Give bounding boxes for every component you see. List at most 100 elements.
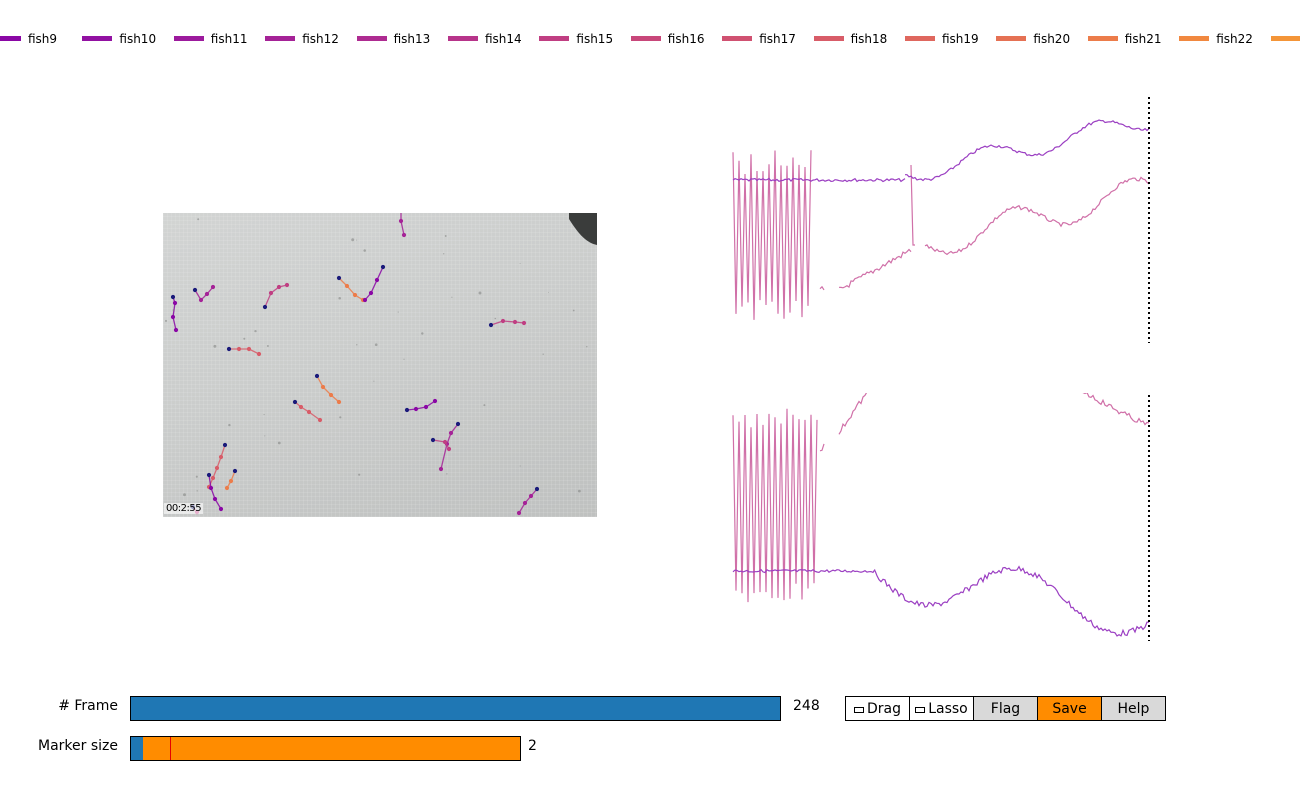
lasso-checkbox-icon[interactable] xyxy=(915,706,926,713)
fish-track xyxy=(292,399,323,423)
legend-label: fish17 xyxy=(759,32,796,46)
marker-size-slider-value: 2 xyxy=(528,738,537,754)
legend-label: fish16 xyxy=(667,32,705,46)
frame-timestamp: 00:2:55 xyxy=(164,503,204,514)
debris-speck xyxy=(444,235,447,237)
legend-swatch xyxy=(1270,36,1300,41)
debris-speck xyxy=(483,404,486,407)
fish-track xyxy=(314,373,342,405)
legend-label: fish20 xyxy=(1033,32,1071,46)
legend-swatch xyxy=(539,36,570,41)
legend-label: fish13 xyxy=(393,32,431,46)
fish-track xyxy=(206,472,224,512)
toolbar: Drag Lasso Flag Save Help xyxy=(845,696,1166,721)
debris-speck xyxy=(266,345,269,347)
debris-speck xyxy=(586,346,588,348)
fish-track xyxy=(438,421,461,472)
debris-speck xyxy=(356,344,358,346)
legend-swatch xyxy=(905,36,935,41)
debris-speck xyxy=(421,332,424,335)
debris-speck xyxy=(446,473,448,475)
legend-swatch xyxy=(996,36,1027,41)
video-frame-view[interactable]: 00:2:55 xyxy=(163,213,597,517)
legend-label: fish11 xyxy=(210,32,248,46)
debris-speck xyxy=(196,490,198,492)
debris-speck xyxy=(494,317,497,320)
legend-swatch xyxy=(448,36,478,41)
debris-speck xyxy=(578,489,581,493)
debris-speck xyxy=(519,263,521,265)
series-a-line xyxy=(874,565,1150,637)
help-button[interactable]: Help xyxy=(1101,696,1166,721)
debris-speck xyxy=(183,493,186,497)
marker-size-slider-fill xyxy=(131,737,143,760)
save-button[interactable]: Save xyxy=(1037,696,1102,721)
fish-track xyxy=(170,294,179,333)
legend-label: fish9 xyxy=(28,32,58,46)
legend-swatch xyxy=(265,36,296,41)
debris-speck xyxy=(363,249,366,252)
debris-speck xyxy=(358,473,361,476)
legend-swatch xyxy=(356,36,387,41)
legend-swatch xyxy=(82,36,113,41)
frame-slider[interactable] xyxy=(130,696,781,721)
lasso-toggle-label: Lasso xyxy=(928,700,968,717)
debris-speck xyxy=(351,238,355,242)
fish-track xyxy=(404,398,438,413)
debris-speck xyxy=(254,329,257,333)
fish-track xyxy=(224,468,238,491)
drag-toggle[interactable]: Drag xyxy=(845,696,910,721)
legend-label: fish12 xyxy=(302,32,339,46)
legend-swatch xyxy=(722,36,753,41)
series-b-line xyxy=(910,164,915,246)
debris-speck xyxy=(519,465,521,467)
trajectory-plot-x[interactable] xyxy=(725,95,1165,345)
debris-speck xyxy=(339,416,342,419)
series-b-line xyxy=(838,248,912,289)
frame-corner-artifact xyxy=(569,213,597,245)
debris-speck xyxy=(397,311,399,313)
debris-speck xyxy=(263,414,265,416)
lasso-toggle[interactable]: Lasso xyxy=(909,696,974,721)
legend: fish9 fish10 fish11 fish12 fish13 fish14 fish1… xyxy=(0,28,1300,52)
fish-track xyxy=(226,346,262,357)
debris-speck xyxy=(572,309,575,312)
frame-slider-value: 248 xyxy=(793,698,820,714)
debris-speck xyxy=(403,358,405,360)
legend-label: fish14 xyxy=(485,32,522,46)
debris-speck xyxy=(264,435,266,437)
debris-speck xyxy=(373,380,375,382)
marker-size-slider-label: Marker size xyxy=(38,738,118,754)
legend-label: fish10 xyxy=(119,32,157,46)
marker-size-slider[interactable] xyxy=(130,736,521,761)
debris-speck xyxy=(443,253,445,255)
fish-track xyxy=(362,264,386,303)
debris-speck xyxy=(547,291,549,293)
series-b-line xyxy=(838,393,1150,435)
fish-track xyxy=(516,486,540,516)
legend-swatch xyxy=(630,36,661,41)
series-a-line xyxy=(905,119,1150,182)
debris-speck xyxy=(356,239,358,241)
legend-label: fish15 xyxy=(576,32,614,46)
series-b-line xyxy=(732,150,812,320)
series-b-line xyxy=(732,408,818,603)
debris-speck xyxy=(172,309,175,311)
debris-speck xyxy=(451,296,453,298)
debris-speck xyxy=(478,291,482,295)
trajectory-plot-y[interactable] xyxy=(725,393,1165,643)
debris-speck xyxy=(542,353,544,355)
legend-label: fish22 xyxy=(1216,32,1253,46)
drag-checkbox-icon[interactable] xyxy=(853,706,864,713)
frame-slider-label: # Frame xyxy=(58,698,118,714)
series-a-line xyxy=(732,177,906,183)
legend-swatch xyxy=(1179,36,1210,41)
legend-label: fish21 xyxy=(1124,32,1162,46)
flag-button[interactable]: Flag xyxy=(973,696,1038,721)
marker-size-initial-marker xyxy=(169,737,171,760)
series-b-line xyxy=(819,443,825,452)
tracked-keypoints-overlay xyxy=(164,213,597,516)
fish-track xyxy=(398,213,407,238)
series-b-line xyxy=(924,176,1150,256)
fish-track xyxy=(262,282,290,310)
